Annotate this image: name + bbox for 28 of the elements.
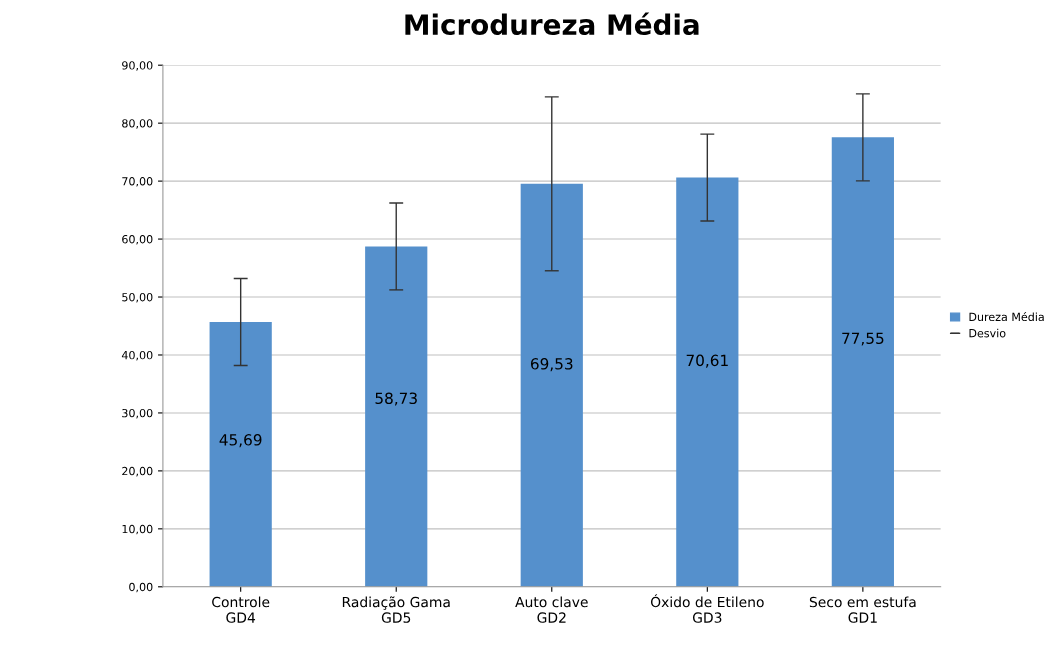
y-tick-label: 30,00 bbox=[122, 408, 153, 419]
data-label: 77,55 bbox=[842, 332, 884, 346]
x-tick-label: Seco em estufa GD1 bbox=[809, 596, 916, 623]
x-tick-label: Radiação Gama GD5 bbox=[342, 596, 450, 623]
y-tick-label: 10,00 bbox=[122, 524, 153, 535]
bar bbox=[831, 137, 894, 587]
bar bbox=[365, 246, 428, 587]
data-label: 58,73 bbox=[375, 392, 417, 406]
bar bbox=[520, 183, 583, 587]
x-tick-label: Auto clave GD2 bbox=[515, 596, 588, 623]
bar bbox=[209, 322, 272, 587]
y-tick-label: 0,00 bbox=[129, 582, 153, 593]
y-tick-label: 20,00 bbox=[122, 466, 153, 477]
y-tick-label: 70,00 bbox=[122, 177, 153, 187]
y-tick-label: 80,00 bbox=[122, 119, 153, 129]
x-tick-label: Óxido de Etileno GD3 bbox=[650, 594, 764, 623]
x-tick-label: Controle GD4 bbox=[212, 596, 270, 623]
y-tick-label: 60,00 bbox=[122, 235, 153, 245]
y-tick-label: 40,00 bbox=[121, 350, 153, 361]
data-label: 70,61 bbox=[686, 354, 728, 368]
text: Desvio bbox=[969, 328, 1006, 338]
y-tick-label: 50,00 bbox=[122, 293, 153, 303]
data-label: 45,69 bbox=[219, 434, 262, 448]
chart-title: Microdureza Média bbox=[405, 12, 699, 36]
y-tick-label: 90,00 bbox=[122, 61, 153, 71]
legend-label: Dureza Média bbox=[969, 312, 1044, 322]
bar bbox=[676, 177, 739, 587]
data-label: 69,53 bbox=[530, 358, 573, 372]
